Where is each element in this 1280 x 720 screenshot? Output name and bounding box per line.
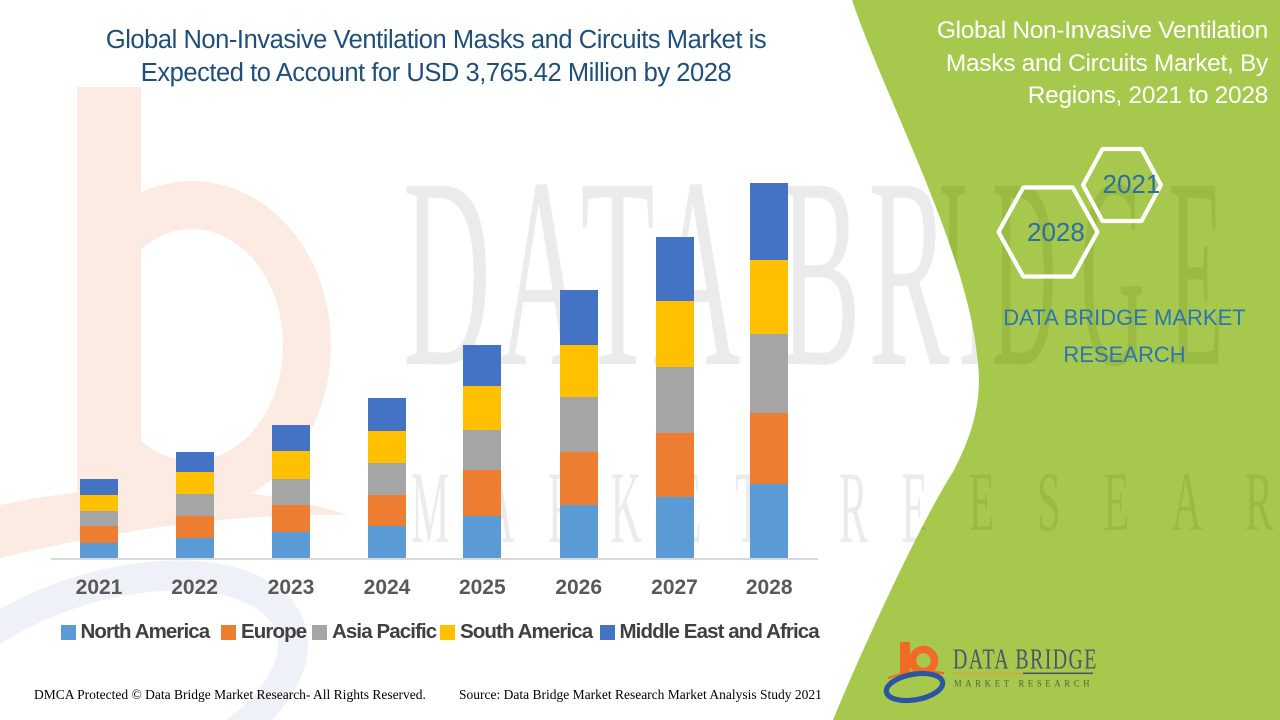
svg-text:MARKET RESEARCH: MARKET RESEARCH [954,678,1093,689]
svg-text:DATA BRIDGE: DATA BRIDGE [953,644,1098,675]
